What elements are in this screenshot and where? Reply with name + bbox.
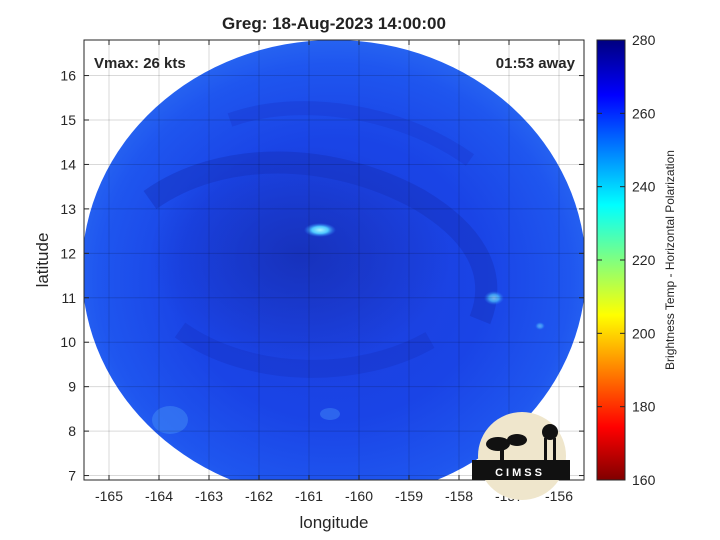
y-tick-label: 14 <box>60 156 76 172</box>
y-axis-label: latitude <box>33 233 52 288</box>
y-tick-label: 7 <box>68 468 76 484</box>
x-tick-label: -165 <box>95 488 123 504</box>
y-tick-label: 9 <box>68 379 76 395</box>
colorbar-label: Brightness Temp - Horizontal Polarizatio… <box>663 150 677 370</box>
water-tower-icon <box>542 424 558 440</box>
x-tick-label: -156 <box>545 488 573 504</box>
y-tick-label: 16 <box>60 68 76 84</box>
colorbar-tick-label: 240 <box>632 179 656 195</box>
y-axis: 7 8 9 10 11 12 13 14 15 16 <box>60 68 584 484</box>
y-tick-label: 10 <box>60 334 76 350</box>
x-tick-label: -158 <box>445 488 473 504</box>
colorbar-tick-label: 260 <box>632 105 656 121</box>
warm-patch <box>152 406 188 434</box>
x-tick-label: -161 <box>295 488 323 504</box>
x-tick-label: -164 <box>145 488 173 504</box>
chart-title: Greg: 18-Aug-2023 14:00:00 <box>222 14 446 33</box>
y-tick-label: 13 <box>60 201 76 217</box>
swath-image <box>84 40 584 480</box>
y-tick-label: 8 <box>68 423 76 439</box>
cimss-logo: CIMSS <box>472 412 570 500</box>
satellite-dish-icon <box>486 437 510 451</box>
rain-band <box>227 101 475 166</box>
colorbar-tick-label: 280 <box>632 32 656 48</box>
y-tick-label: 15 <box>60 112 76 128</box>
warm-patch <box>320 408 340 420</box>
colorbar-tick-label: 160 <box>632 472 656 488</box>
y-tick-label: 11 <box>61 290 76 306</box>
tower-leg <box>553 438 556 462</box>
y-tick-label: 12 <box>60 245 76 261</box>
rain-band <box>174 322 435 378</box>
axes-frame <box>83 39 585 481</box>
vmax-label: Vmax: 26 kts <box>94 55 186 72</box>
colorbar-tick-label: 180 <box>632 399 656 415</box>
x-tick-label: -159 <box>395 488 423 504</box>
dish-stand <box>500 446 504 462</box>
colorbar-tick-label: 200 <box>632 325 656 341</box>
x-axis-label: longitude <box>299 513 368 532</box>
storm-core <box>150 145 450 365</box>
logo-text: CIMSS <box>495 467 545 479</box>
cold-spot <box>304 223 336 237</box>
colorbar-ticks: 160 180 200 220 240 260 280 <box>597 32 656 488</box>
satellite-dish-icon <box>507 434 527 446</box>
cold-spot <box>484 291 504 305</box>
cold-spot <box>535 322 545 330</box>
logo-base <box>472 460 570 480</box>
x-tick-label: -163 <box>195 488 223 504</box>
x-tick-label: -162 <box>245 488 273 504</box>
x-tick-label: -160 <box>345 488 373 504</box>
tower-leg <box>544 438 547 462</box>
colorbar-tick-label: 220 <box>632 252 656 268</box>
rain-band <box>143 151 498 325</box>
time-away-label: 01:53 away <box>496 55 576 72</box>
